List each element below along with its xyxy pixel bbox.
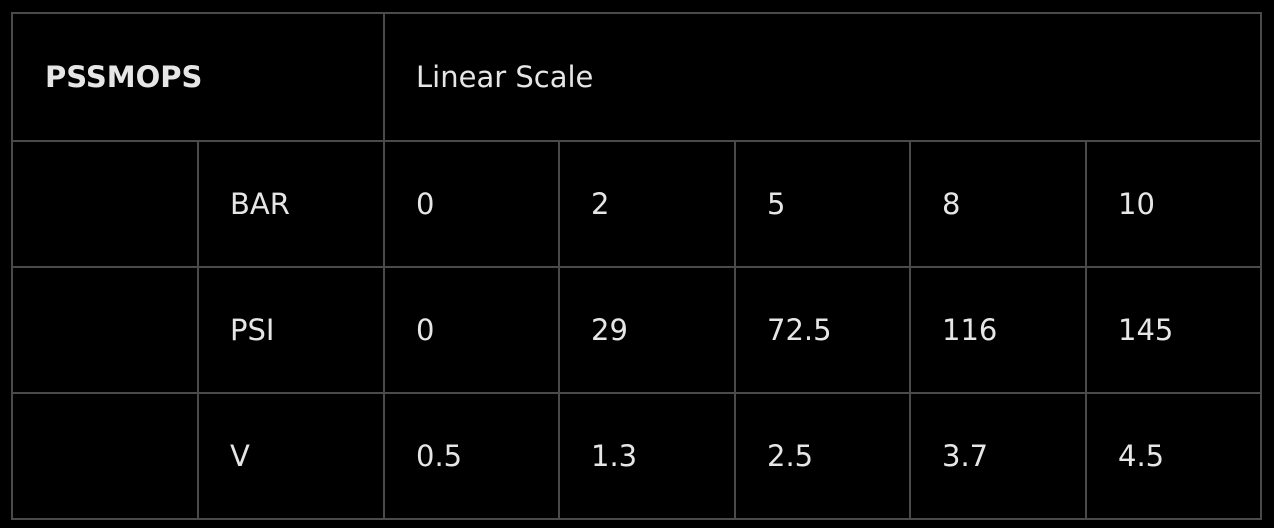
unit-label-voltage: V	[196, 392, 386, 520]
header-row: PSSMOPS Linear Scale	[10, 12, 1263, 142]
table-row-voltage: V 0.5 1.3 2.5 3.7 4.5	[11, 392, 1263, 520]
value-cell: 3.7	[909, 392, 1088, 520]
value-cell: 116	[909, 266, 1088, 394]
product-name-cell: PSSMOPS	[10, 12, 386, 142]
empty-cell	[11, 140, 199, 268]
table-row-psi: PSI 0 29 72.5 116 145	[11, 266, 1263, 394]
value-cell: 145	[1085, 266, 1263, 394]
value-cell: 8	[909, 140, 1088, 268]
scale-type-cell: Linear Scale	[383, 12, 1263, 142]
pressure-scale-table-wrapper: PSSMOPS Linear Scale BAR 0 2 5 8 10 PSI …	[10, 12, 1263, 520]
value-cell: 4.5	[1085, 392, 1263, 520]
value-cell: 2.5	[734, 392, 912, 520]
table-row-bar: BAR 0 2 5 8 10	[11, 140, 1263, 268]
empty-cell	[11, 392, 199, 520]
value-cell: 1.3	[558, 392, 737, 520]
value-cell: 0.5	[383, 392, 561, 520]
value-cell: 0	[383, 266, 561, 394]
unit-label-bar: BAR	[196, 140, 386, 268]
empty-cell	[11, 266, 199, 394]
value-cell: 5	[734, 140, 912, 268]
unit-label-psi: PSI	[196, 266, 386, 394]
pressure-scale-table: PSSMOPS Linear Scale BAR 0 2 5 8 10 PSI …	[10, 12, 1263, 520]
value-cell: 29	[558, 266, 737, 394]
value-cell: 72.5	[734, 266, 912, 394]
value-cell: 0	[383, 140, 561, 268]
value-cell: 10	[1085, 140, 1263, 268]
value-cell: 2	[558, 140, 737, 268]
